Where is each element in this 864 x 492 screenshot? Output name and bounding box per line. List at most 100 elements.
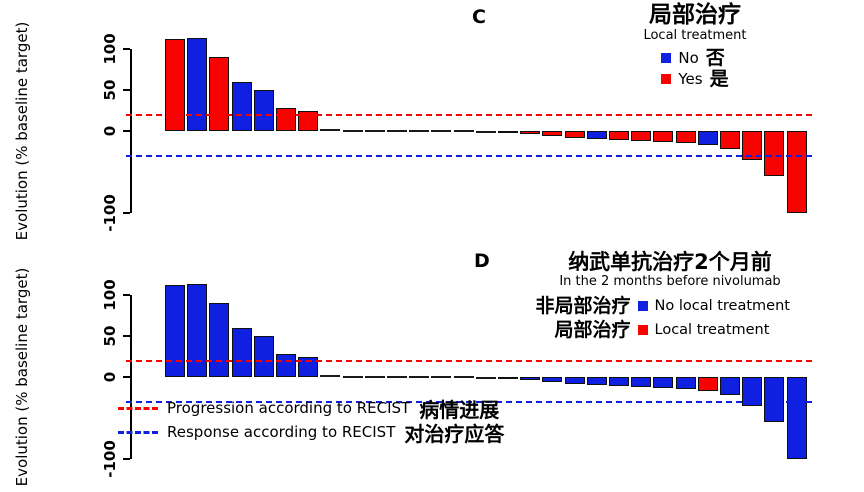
bar-c-2 xyxy=(187,38,208,131)
response-threshold-line xyxy=(126,154,812,157)
panel-d: Evolution (% baseline target) D 100 50 0 -1… xyxy=(0,246,864,492)
bar-d-22 xyxy=(631,377,652,387)
y-axis-label-c: Evolution (% baseline target) xyxy=(13,21,31,241)
legend-item-yes-zh: 是 xyxy=(709,67,729,90)
bar-d-27 xyxy=(742,377,763,406)
bar-c-27 xyxy=(742,131,763,160)
bar-c-26 xyxy=(720,131,740,150)
legend-swatch-blue xyxy=(661,53,672,64)
bar-d-6 xyxy=(276,354,296,377)
legend-d-yes-zh: 局部治疗 xyxy=(554,319,631,342)
y-tick-label: 100 xyxy=(101,279,119,311)
y-tick-label: -100 xyxy=(101,194,119,232)
legend-d-title-en: In the 2 months before nivolumab xyxy=(559,274,781,290)
bar-d-13 xyxy=(431,376,452,378)
bar-c-29 xyxy=(786,131,807,213)
bar-c-21 xyxy=(609,131,629,141)
bar-c-7 xyxy=(298,110,319,131)
y-tick-label: 50 xyxy=(101,325,119,347)
bar-c-6 xyxy=(276,108,296,131)
bar-c-15 xyxy=(475,131,496,133)
bar-c-16 xyxy=(498,131,518,133)
bar-d-20 xyxy=(586,377,607,386)
bar-c-28 xyxy=(764,131,785,177)
bar-c-5 xyxy=(253,90,274,131)
bar-d-1 xyxy=(165,285,185,377)
bar-c-4 xyxy=(231,81,252,131)
bar-c-20 xyxy=(586,131,607,140)
legend-title-zh: 局部治疗 xyxy=(649,2,741,28)
bar-c-14 xyxy=(453,130,474,132)
bar-d-19 xyxy=(564,377,585,384)
y-axis-line xyxy=(130,295,132,459)
bar-c-18 xyxy=(542,131,563,136)
bar-d-21 xyxy=(609,377,629,387)
recist-response-zh: 对治疗应答 xyxy=(404,421,505,446)
legend-d-items: 非局部治疗 No local treatment 局部治疗 Local trea… xyxy=(535,294,804,342)
legend-item-no-en: No xyxy=(678,48,699,67)
bar-d-12 xyxy=(409,376,430,378)
y-tick-mark xyxy=(123,89,130,91)
y-tick-label: -100 xyxy=(101,440,119,478)
bar-d-7 xyxy=(298,356,319,377)
bar-c-13 xyxy=(431,130,452,132)
bar-d-8 xyxy=(320,375,341,377)
bar-d-24 xyxy=(675,377,696,390)
plot-area-d: 100 50 0 -100 xyxy=(101,260,812,478)
panel-c: Evolution (% baseline target) C 100 50 0 -1… xyxy=(13,2,845,241)
legend-d-item-yes: 局部治疗 Local treatment xyxy=(535,318,804,342)
y-tick-mark xyxy=(123,130,130,132)
y-tick-label: 0 xyxy=(101,371,119,383)
bar-d-15 xyxy=(475,377,496,379)
y-tick-mark xyxy=(123,212,130,214)
y-tick-label: 100 xyxy=(101,33,119,65)
panel-label-c: C xyxy=(472,6,486,28)
progression-threshold-line xyxy=(126,113,812,116)
y-tick-mark xyxy=(123,458,130,460)
recist-line-legend: Progression according to RECIST 病情进展 Res… xyxy=(118,396,505,446)
bar-d-28 xyxy=(764,377,785,423)
legend-d-no-en: No local treatment xyxy=(654,298,790,315)
bar-c-1 xyxy=(165,39,185,131)
bar-d-17 xyxy=(520,377,541,381)
bar-c-11 xyxy=(387,130,407,132)
recist-progression-zh: 病情进展 xyxy=(419,397,500,422)
legend-items: No 否 Yes 是 xyxy=(661,47,729,90)
legend-swatch-blue xyxy=(637,301,648,312)
plot-area-c: 100 50 0 -100 xyxy=(101,14,812,232)
bar-d-4 xyxy=(231,327,252,377)
recist-progression-en: Progression according to RECIST xyxy=(167,399,411,417)
legend-d-yes-en: Local treatment xyxy=(654,322,770,339)
y-tick-label: 50 xyxy=(101,79,119,101)
y-tick-mark xyxy=(123,48,130,50)
y-tick-mark xyxy=(123,376,130,378)
progression-threshold-line xyxy=(126,359,812,362)
bar-d-9 xyxy=(342,376,363,378)
red-dashed-line-sample xyxy=(118,406,158,410)
y-axis-line xyxy=(130,49,132,213)
bar-d-10 xyxy=(364,376,385,378)
legend-item-yes-en: Yes xyxy=(678,69,703,88)
legend-d-no-zh: 非局部治疗 xyxy=(535,295,631,318)
bar-c-9 xyxy=(342,130,363,132)
blue-dashed-line-sample xyxy=(118,430,158,434)
bar-d-25 xyxy=(697,377,718,391)
bar-c-22 xyxy=(631,131,652,141)
y-tick-mark xyxy=(123,294,130,296)
recist-response-en: Response according to RECIST xyxy=(167,423,396,441)
bar-d-16 xyxy=(498,377,518,379)
bar-d-11 xyxy=(387,376,407,378)
bar-c-8 xyxy=(320,129,341,131)
legend-local-treatment: 局部治疗 Local treatment No 否 Yes 是 xyxy=(545,2,845,90)
recist-response-row: Response according to RECIST 对治疗应答 xyxy=(118,420,505,446)
legend-item-yes: Yes 是 xyxy=(661,67,729,90)
bar-c-25 xyxy=(697,131,718,145)
bar-c-17 xyxy=(520,131,541,135)
bar-c-23 xyxy=(653,131,674,142)
response-threshold-line xyxy=(126,400,812,403)
legend-title-en: Local treatment xyxy=(643,28,747,44)
bar-d-2 xyxy=(187,284,208,377)
bar-d-18 xyxy=(542,377,563,382)
bar-d-23 xyxy=(653,377,674,388)
